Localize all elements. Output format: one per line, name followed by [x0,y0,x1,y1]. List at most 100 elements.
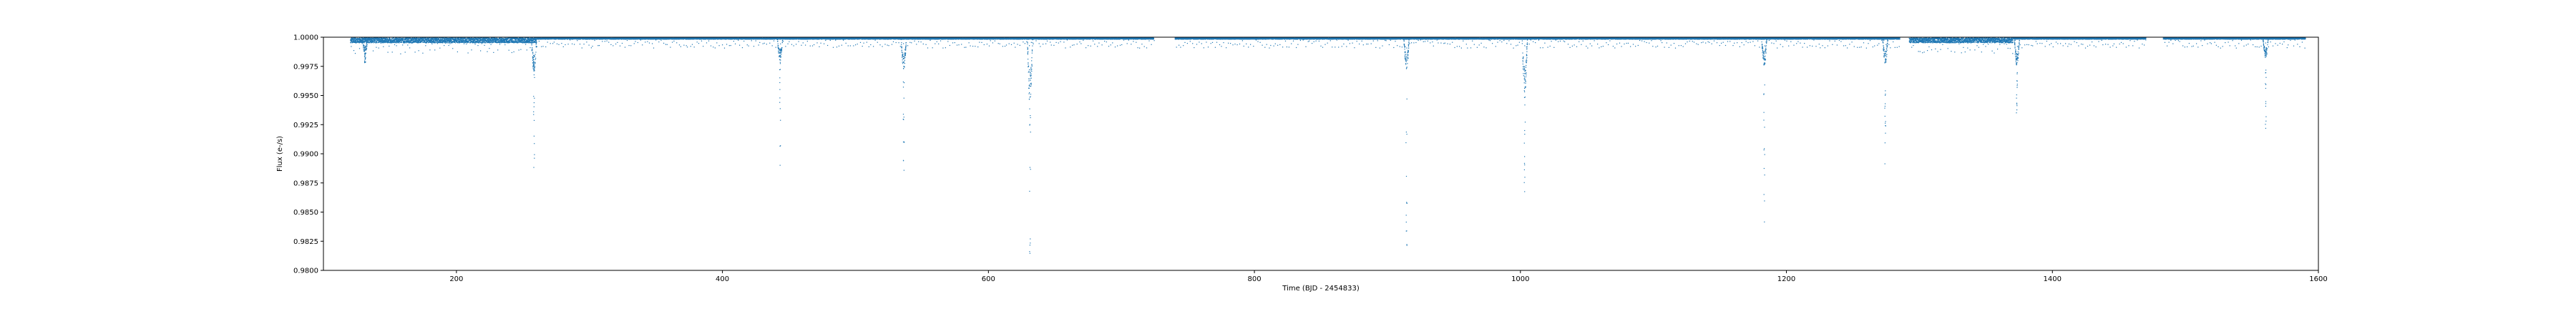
data-point [379,40,381,41]
data-point [444,41,447,43]
data-point [369,41,371,43]
data-point [413,41,414,43]
data-point [374,39,376,41]
data-point [379,37,380,39]
data-point [363,39,364,41]
data-point [409,41,411,43]
data-point [368,37,369,39]
data-point [414,39,416,41]
data-point [401,41,403,43]
data-point [417,39,419,41]
data-point [431,41,433,44]
data-point [439,41,441,43]
data-point [384,39,386,41]
data-point [478,41,479,43]
data-point [402,38,404,39]
data-point [465,39,467,41]
data-point [392,37,394,39]
data-point [464,41,466,44]
data-point [469,39,472,41]
data-point [442,41,444,43]
data-point [476,42,477,44]
data-point [424,37,426,39]
data-point [429,37,430,39]
data-point [358,38,359,39]
data-point [449,42,450,44]
data-point [447,42,448,44]
data-point [492,40,494,41]
data-point [485,37,487,39]
data-point [354,41,356,43]
data-point [460,40,462,41]
data-point [489,39,491,40]
data-point [393,39,394,40]
data-point [391,42,393,44]
data-point [382,39,384,40]
data-point [388,39,389,41]
data-point [421,41,422,42]
data-point [356,41,358,43]
data-point [386,39,388,41]
data-point [404,42,405,44]
data-point [489,41,490,43]
data-point [366,37,368,39]
data-point [457,39,459,41]
data-point [419,39,421,41]
data-point [454,37,456,39]
data-point [423,37,424,39]
data-point [482,39,484,41]
data-point [375,42,376,44]
data-point [464,40,466,41]
data-point [359,37,361,39]
data-point [436,42,438,44]
data-point [374,37,376,39]
data-point [493,41,494,43]
data-point [377,40,379,41]
data-point [351,42,353,44]
data-point [396,37,398,39]
data-point [416,41,417,44]
data-point [418,38,419,39]
data-point [474,39,476,41]
data-point [353,37,354,39]
data-point [384,37,386,39]
data-point [441,41,443,43]
data-point [374,39,375,41]
data-point [474,40,476,41]
data-point [475,37,477,39]
data-point [433,37,434,39]
data-point [392,41,394,42]
data-point [411,37,413,39]
data-point [368,42,369,44]
data-point [387,41,389,42]
data-point [479,42,482,44]
data-point [482,41,483,43]
data-point [389,42,391,44]
data-point [454,41,456,42]
data-point [359,41,361,43]
data-point [440,37,441,39]
data-point [369,42,370,44]
data-point [485,42,487,44]
data-point [522,40,524,41]
data-point [413,40,414,41]
data-point [355,39,356,41]
data-point [459,39,461,40]
data-point [444,41,446,42]
data-point [398,41,399,43]
data-point [410,40,411,41]
data-point [452,39,453,40]
data-point [395,38,396,39]
data-point [426,39,428,40]
data-point [471,41,472,43]
data-point [469,41,471,44]
data-point [392,41,394,43]
data-point [461,39,462,41]
data-point [490,39,492,40]
data-point [382,39,384,41]
data-point [517,42,519,44]
data-point [492,41,494,42]
data-point [397,39,399,41]
data-point [431,37,433,39]
